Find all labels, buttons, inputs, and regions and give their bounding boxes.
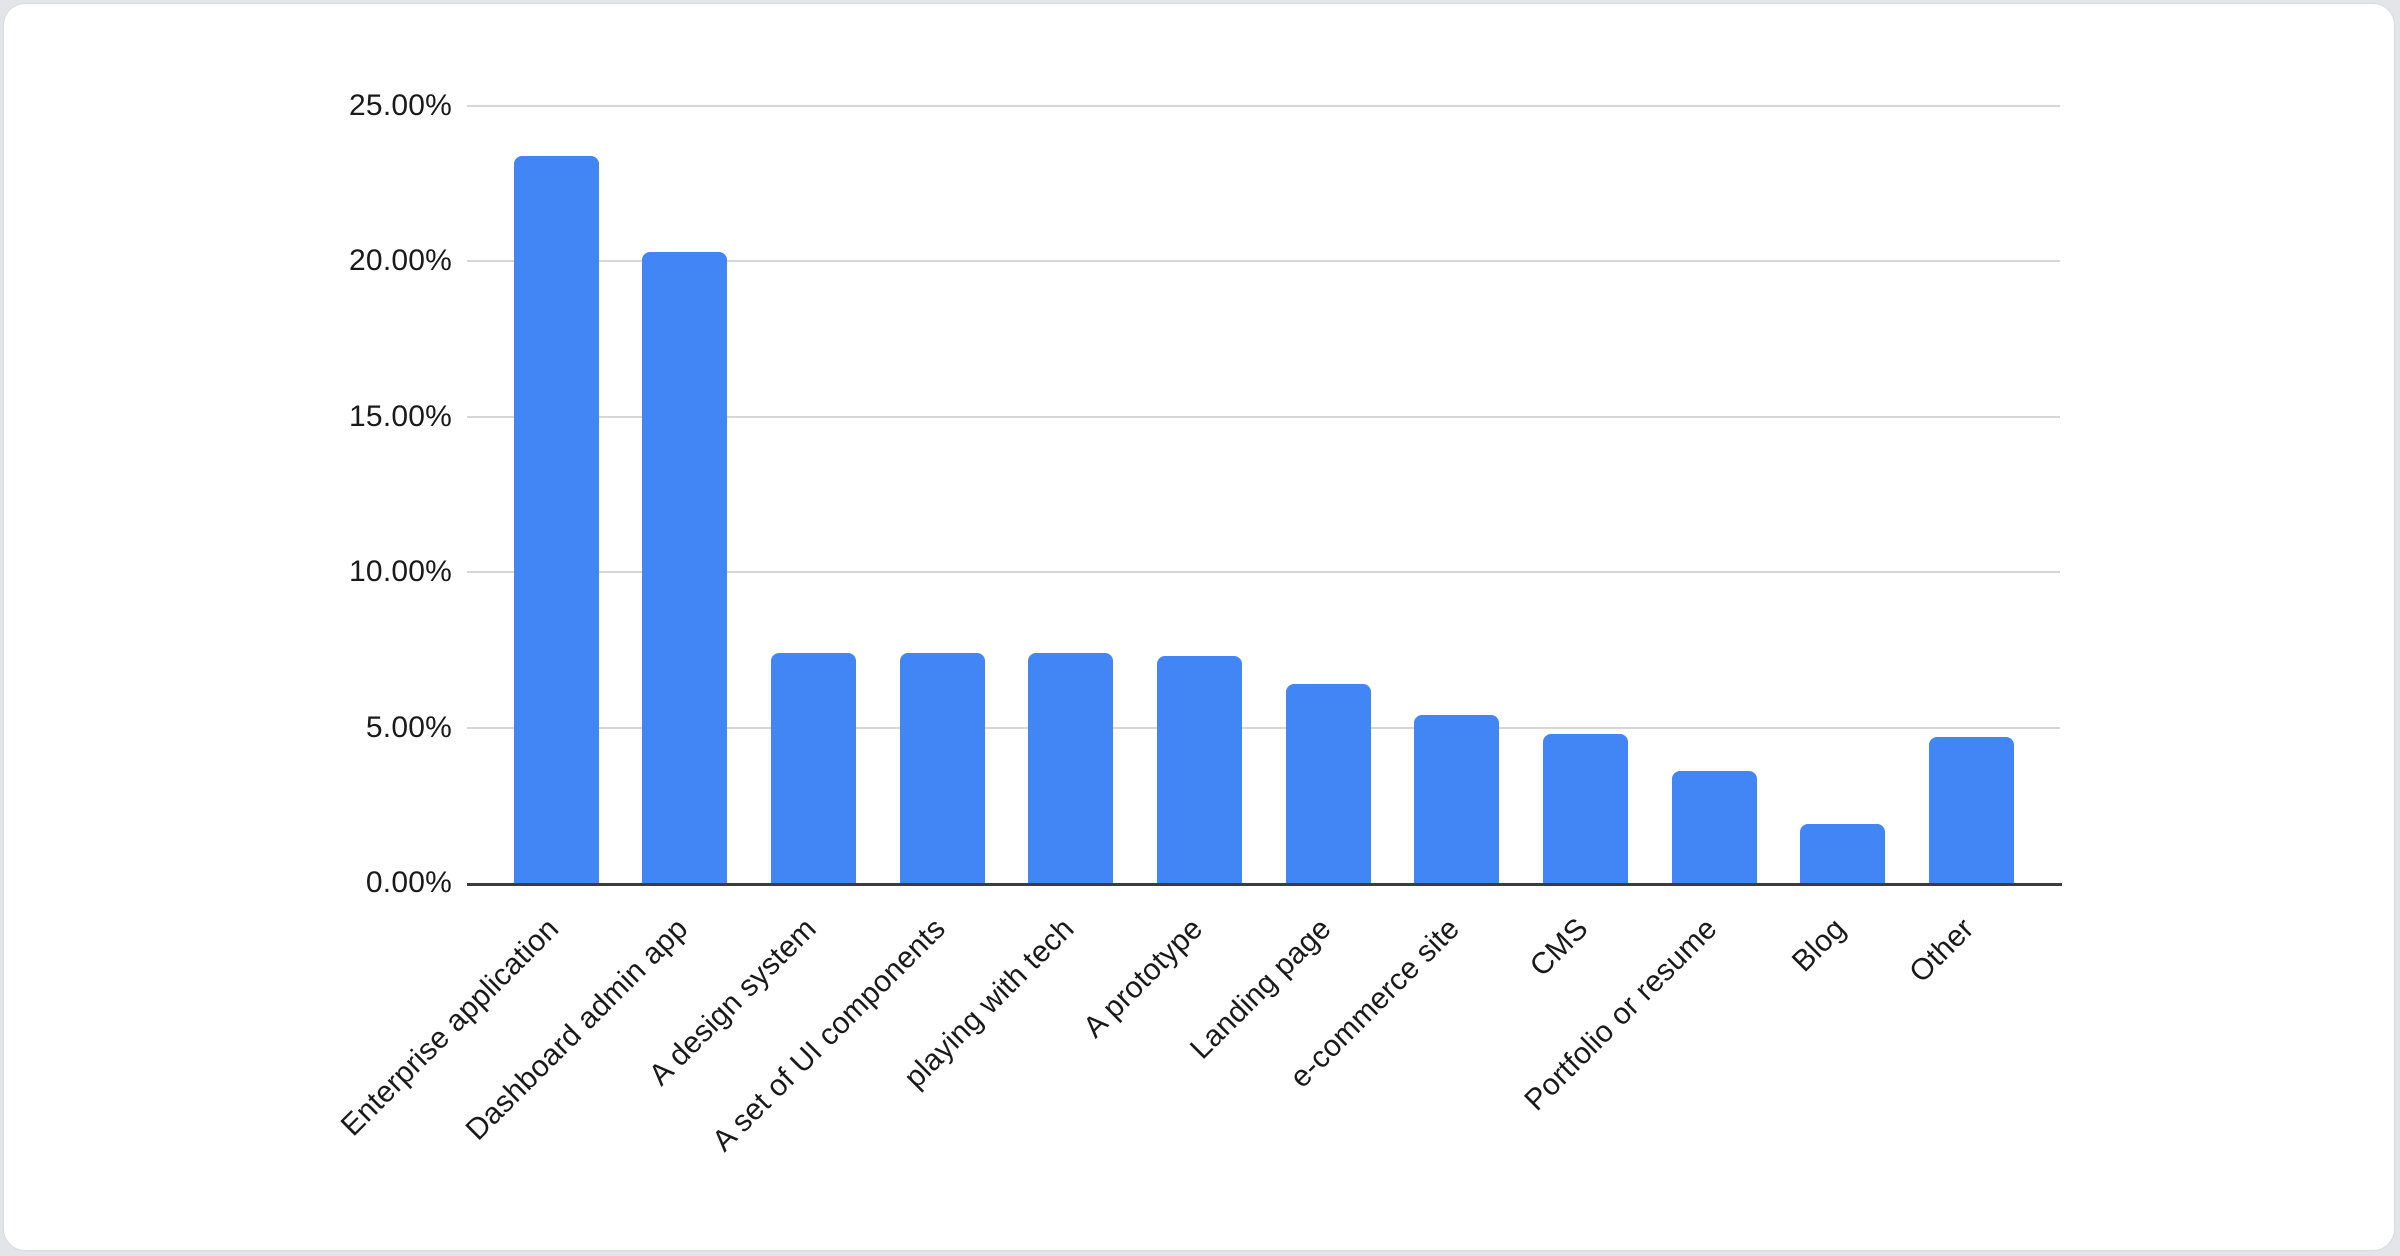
chart-card — [3, 3, 2395, 1251]
bar-playing-with-tech[interactable] — [1028, 653, 1113, 883]
gridline-20-00 — [467, 260, 2060, 263]
gridline-5-00 — [467, 726, 2060, 729]
bar-other[interactable] — [1929, 737, 2014, 883]
x-axis-label-a-prototype: A prototype — [1076, 912, 1209, 1045]
y-axis-tick-label-10-00: 10.00% — [349, 555, 452, 589]
bar-blog[interactable] — [1800, 824, 1885, 883]
gridline-15-00 — [467, 415, 2060, 418]
x-axis-label-a-set-of-ui-components: A set of UI components — [705, 912, 952, 1158]
y-axis-tick-label-20-00: 20.00% — [349, 244, 452, 278]
y-axis-tick-label-15-00: 15.00% — [349, 399, 452, 433]
gridline-25-00 — [467, 105, 2060, 107]
x-axis-label-dashboard-admin-app: Dashboard admin app — [459, 912, 695, 1147]
x-axis-label-cms: CMS — [1523, 912, 1595, 983]
x-axis-label-enterprise-application: Enterprise application — [335, 912, 566, 1143]
bar-dashboard-admin-app[interactable] — [642, 252, 727, 883]
x-axis-label-blog: Blog — [1785, 912, 1853, 979]
gridline-10-00 — [467, 571, 2060, 574]
bar-a-prototype[interactable] — [1157, 656, 1242, 883]
bar-cms[interactable] — [1543, 734, 1628, 883]
y-axis-tick-label-0-00: 0.00% — [365, 866, 452, 899]
bar-e-commerce-site[interactable] — [1414, 715, 1499, 883]
bar-enterprise-application[interactable] — [514, 156, 599, 883]
x-axis-label-other: Other — [1903, 912, 1981, 990]
bar-portfolio-or-resume[interactable] — [1672, 771, 1757, 883]
y-axis-tick-label-25-00: 25.00% — [349, 89, 452, 122]
bar-a-set-of-ui-components[interactable] — [900, 653, 985, 883]
x-axis-line — [467, 883, 2062, 886]
y-axis-tick-label-5-00: 5.00% — [365, 710, 452, 744]
bar-a-design-system[interactable] — [771, 653, 856, 883]
bar-landing-page[interactable] — [1286, 684, 1371, 883]
